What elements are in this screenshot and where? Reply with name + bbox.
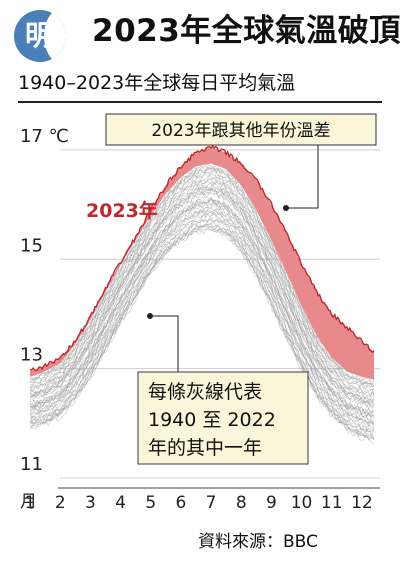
difference-callout-leader bbox=[288, 145, 319, 209]
source-credit: 資料來源：BBC bbox=[198, 532, 318, 552]
historical-year-line bbox=[29, 201, 375, 420]
x-tick-label: 7 bbox=[206, 493, 217, 513]
x-tick-label: 11 bbox=[321, 493, 343, 513]
y-tick-label: 17 ℃ bbox=[20, 126, 69, 147]
historical-year-line bbox=[29, 179, 375, 398]
x-tick-label: 6 bbox=[175, 493, 186, 513]
difference-area bbox=[30, 147, 374, 380]
difference-callout-text: 2023年跟其他年份溫差 bbox=[151, 121, 330, 141]
logo-char: 明 bbox=[24, 19, 53, 52]
page-title: 2023年全球氣溫破頂 bbox=[92, 13, 400, 49]
y-tick-label: 11 bbox=[20, 454, 43, 475]
gray-lines-dot bbox=[147, 313, 153, 319]
x-tick-label: 1 bbox=[25, 493, 36, 513]
historical-year-line bbox=[29, 186, 375, 404]
x-tick-label: 8 bbox=[236, 493, 247, 513]
historical-year-line bbox=[29, 186, 375, 406]
historical-year-line bbox=[29, 167, 375, 388]
x-axis-name: 月 bbox=[20, 492, 37, 512]
historical-year-line bbox=[29, 189, 375, 407]
x-tick-label: 10 bbox=[291, 493, 313, 513]
y-tick-label: 13 bbox=[20, 345, 43, 366]
x-tick-label: 12 bbox=[351, 493, 373, 513]
series-2023-label: 2023年 bbox=[86, 199, 158, 222]
historical-year-line bbox=[29, 171, 375, 391]
historical-year-line bbox=[30, 207, 375, 423]
header-divider bbox=[18, 101, 382, 103]
series-2023-line bbox=[29, 145, 375, 372]
x-tick-label: 2 bbox=[55, 493, 66, 513]
logo-crescent-icon bbox=[44, 10, 66, 62]
historical-year-line bbox=[29, 222, 374, 438]
historical-year-line bbox=[29, 208, 375, 425]
gray-lines-callout-text: 1940 至 2022 bbox=[148, 409, 276, 431]
gray-lines-callout-box bbox=[137, 371, 309, 465]
gray-lines-leader bbox=[150, 315, 179, 372]
newspaper-logo: 明 bbox=[14, 10, 66, 62]
x-tick-label: 9 bbox=[266, 493, 277, 513]
historical-year-line bbox=[29, 213, 375, 430]
x-tick-label: 4 bbox=[115, 493, 126, 513]
chart-subtitle: 1940–2023年全球每日平均氣溫 bbox=[18, 72, 296, 94]
y-tick-label: 15 bbox=[20, 235, 43, 256]
historical-year-line bbox=[29, 191, 375, 409]
historical-year-line bbox=[29, 221, 375, 436]
difference-callout-dot bbox=[283, 205, 289, 211]
x-tick-label: 3 bbox=[85, 493, 96, 513]
gray-lines-callout-text: 每條灰線代表 bbox=[148, 381, 262, 403]
historical-year-line bbox=[30, 196, 375, 414]
gray-lines-callout-text: 年的其中一年 bbox=[148, 437, 262, 459]
x-tick-label: 5 bbox=[145, 493, 156, 513]
historical-year-line bbox=[29, 166, 375, 385]
difference-callout-box bbox=[105, 113, 377, 146]
historical-year-line bbox=[29, 178, 375, 397]
historical-year-line bbox=[30, 164, 375, 382]
historical-year-line bbox=[29, 217, 375, 434]
